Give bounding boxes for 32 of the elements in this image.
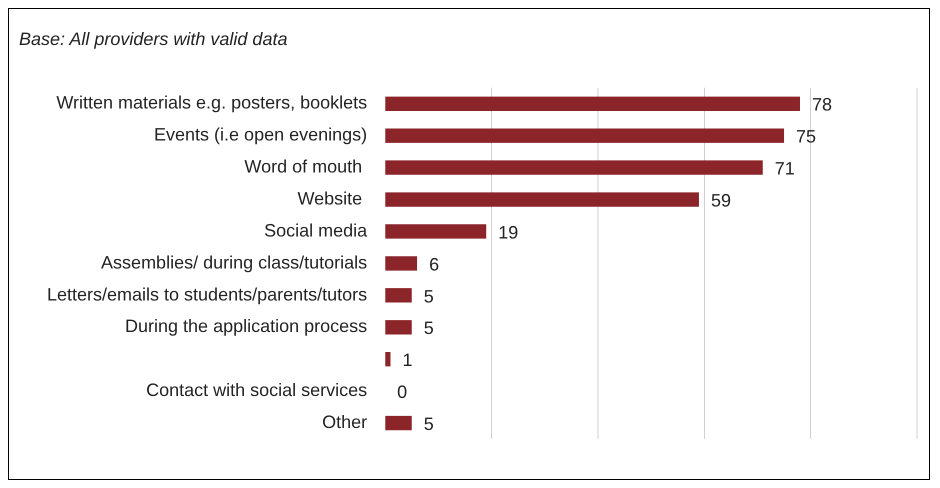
- data-label: 78: [812, 94, 832, 115]
- bar: [385, 128, 784, 143]
- y-tick-label: Events (i.e open evenings): [154, 124, 368, 145]
- y-tick-label: Social media: [264, 220, 368, 240]
- bar: [385, 288, 412, 303]
- text: Base: All providers with valid data: [19, 29, 288, 50]
- y-tick-label: Contact with social services: [146, 380, 368, 400]
- data-label: 5: [424, 318, 434, 338]
- bar: [385, 224, 486, 239]
- data-label: 75: [796, 126, 816, 147]
- data-label: 19: [498, 222, 518, 242]
- bar: [385, 320, 412, 334]
- y-tick-label: Word of mouth: [244, 156, 368, 177]
- y-tick-label: Website: [297, 188, 368, 209]
- bar: [385, 192, 699, 207]
- y-tick-label: Letters/emails to students/parents/tutors: [46, 284, 368, 304]
- bar: [385, 160, 763, 175]
- y-tick-label: During the application process: [125, 316, 368, 336]
- bar: [385, 96, 800, 111]
- data-label: 5: [424, 414, 434, 434]
- data-label: 5: [424, 286, 434, 306]
- bar: [385, 256, 418, 271]
- bar: [385, 352, 390, 366]
- bar: [385, 416, 412, 430]
- data-label: 59: [710, 190, 731, 211]
- data-label: 71: [774, 158, 795, 179]
- y-tick-label: Other: [322, 412, 368, 432]
- data-label: 0: [397, 382, 408, 402]
- data-label: 6: [429, 254, 440, 274]
- y-tick-label: Written materials e.g. posters, booklets: [56, 92, 368, 113]
- y-tick-label: Assemblies/ during class/tutorials: [101, 252, 368, 272]
- data-label: 1: [402, 350, 412, 370]
